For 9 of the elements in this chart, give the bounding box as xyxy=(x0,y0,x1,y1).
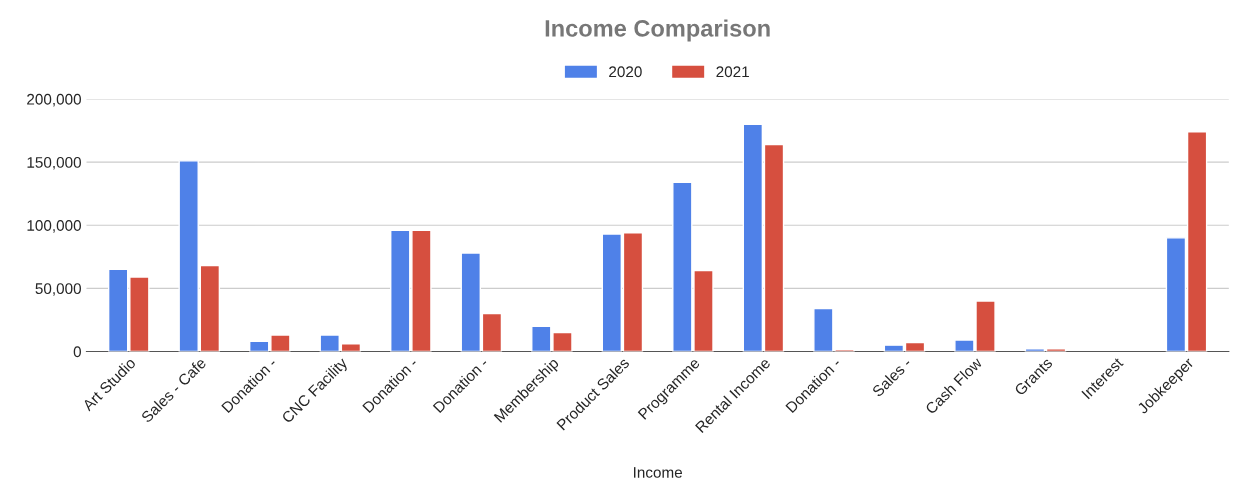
legend-label: 2020 xyxy=(609,66,642,78)
legend-label: 2021 xyxy=(716,66,749,78)
y-tick-label: 150,000 xyxy=(27,156,81,170)
y-tick-label: 50,000 xyxy=(35,283,81,296)
x-axis-title: Income xyxy=(634,467,683,478)
y-tick-label: 200,000 xyxy=(27,93,81,107)
y-tick-label: 100,000 xyxy=(27,220,81,233)
chart-title: Income Comparison xyxy=(545,19,770,42)
y-tick-label: 0 xyxy=(73,346,81,358)
